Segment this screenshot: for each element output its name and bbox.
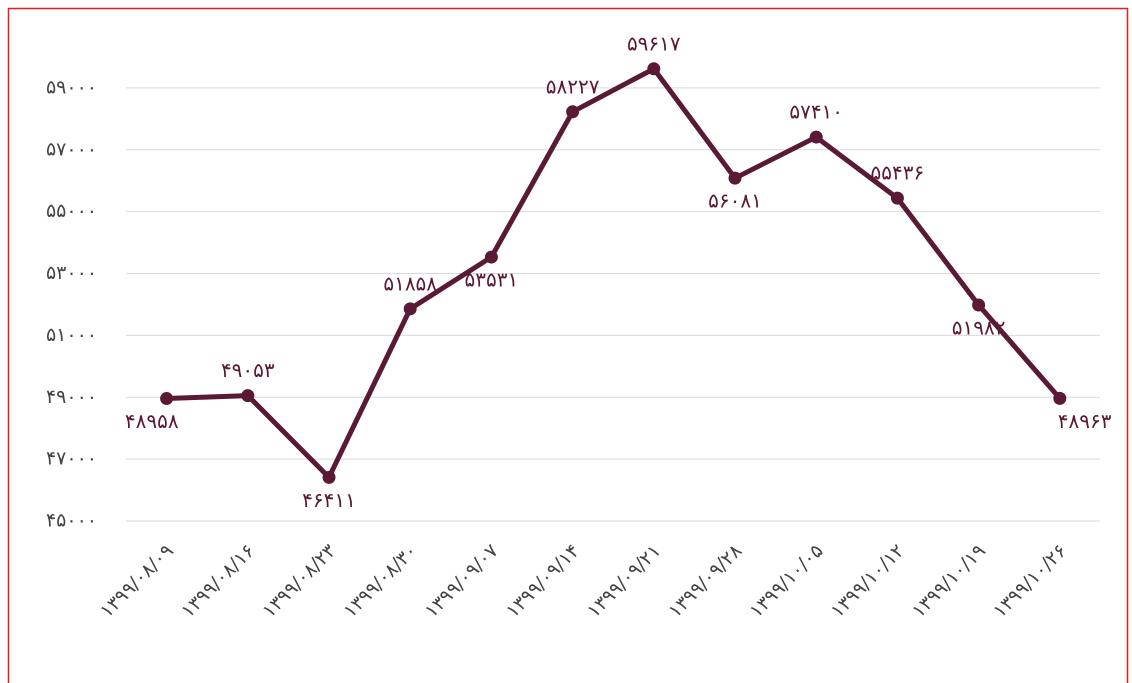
x-tick-label: ۱۳۹۹/۰۸/۱۶ — [177, 540, 259, 622]
x-tick-label: ۱۳۹۹/۰۸/۲۳ — [258, 540, 340, 622]
value-label: ۴۸۹۵۸ — [125, 409, 179, 433]
y-tick-label: ۵۵۰۰۰ — [46, 200, 97, 222]
point — [241, 389, 255, 403]
x-tick-label: ۱۳۹۹/۱۰/۲۶ — [989, 540, 1071, 622]
point — [1053, 391, 1067, 405]
y-tick-label: ۵۹۰۰۰ — [46, 76, 97, 98]
x-tick-label: ۱۳۹۹/۰۸/۰۹ — [96, 540, 178, 622]
x-tick-label: ۱۳۹۹/۰۹/۲۱ — [583, 540, 665, 622]
value-label: ۴۶۴۱۱ — [302, 488, 356, 512]
frame — [7, 7, 1129, 683]
value-label: ۵۷۴۱۰ — [789, 100, 843, 124]
y-tick-label: ۵۷۰۰۰ — [46, 138, 97, 160]
value-label: ۵۱۸۵۸ — [383, 271, 437, 295]
y-tick-label: ۵۱۰۰۰ — [46, 324, 97, 346]
point — [484, 250, 498, 264]
line — [166, 66, 1062, 480]
point — [728, 171, 742, 185]
point — [647, 62, 661, 76]
x-tick-label: ۱۳۹۹/۰۹/۲۸ — [664, 540, 746, 622]
value-label: ۵۹۶۱۷ — [627, 31, 681, 55]
value-label: ۴۸۹۶۳ — [1058, 409, 1112, 433]
y-tick-label: ۵۳۰۰۰ — [46, 262, 97, 284]
point — [322, 470, 336, 484]
y-tick-label: ۴۵۰۰۰ — [46, 510, 97, 532]
point — [160, 392, 174, 406]
value-label: ۵۳۵۳۱ — [465, 268, 519, 292]
value-label: ۵۵۴۳۶ — [871, 161, 925, 185]
y-tick-label: ۴۷۰۰۰ — [46, 448, 97, 470]
x-tick-label: ۱۳۹۹/۱۰/۱۲ — [826, 540, 908, 622]
x-tick-label: ۱۳۹۹/۰۹/۱۴ — [502, 540, 584, 622]
value-label: ۴۹۰۵۳ — [221, 358, 275, 382]
point — [890, 191, 904, 205]
x-tick-label: ۱۳۹۹/۰۸/۳۰ — [339, 540, 421, 622]
point — [972, 298, 986, 312]
point — [809, 130, 823, 144]
point — [566, 105, 580, 119]
x-tick-label: ۱۳۹۹/۱۰/۰۵ — [745, 540, 827, 622]
point — [403, 302, 417, 316]
y-tick-label: ۴۹۰۰۰ — [46, 386, 97, 408]
value-label: ۵۸۲۲۷ — [546, 74, 600, 98]
x-tick-label: ۱۳۹۹/۰۹/۰۷ — [420, 540, 502, 622]
value-label: ۵۱۹۸۲ — [952, 315, 1006, 339]
value-label: ۵۶۰۸۱ — [708, 189, 762, 213]
x-tick-label: ۱۳۹۹/۱۰/۱۹ — [908, 540, 990, 622]
